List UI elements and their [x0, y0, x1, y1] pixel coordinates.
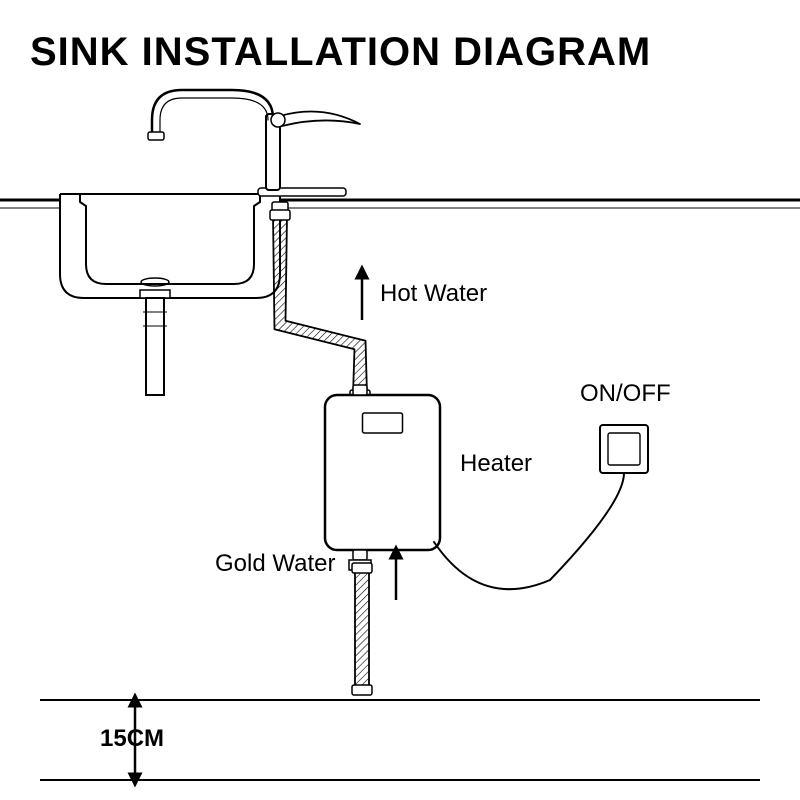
label-clearance: 15CM [100, 725, 164, 753]
label-hot-water: Hot Water [380, 280, 487, 308]
label-on-off: ON/OFF [580, 380, 671, 408]
label-cold-water: Gold Water [215, 550, 335, 578]
label-heater: Heater [460, 450, 532, 478]
diagram-svg [0, 0, 800, 800]
